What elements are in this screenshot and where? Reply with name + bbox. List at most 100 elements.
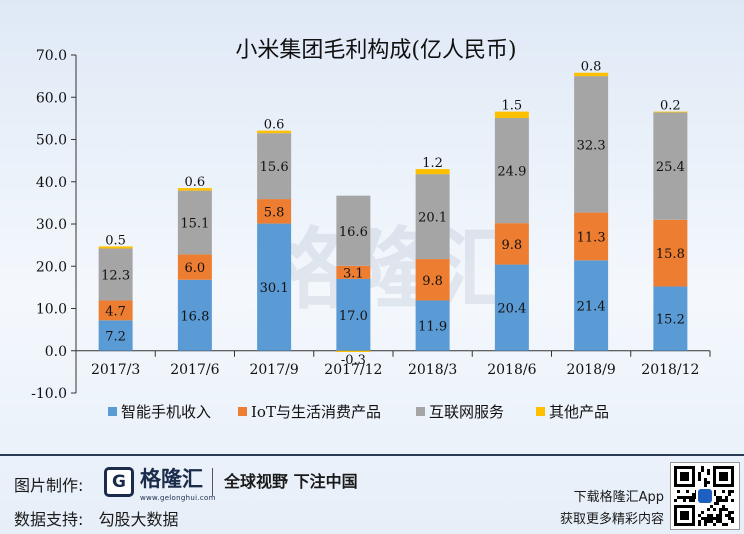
y-tick-label: 60.0 [36, 90, 67, 106]
x-tick-label: 2017/6 [170, 362, 219, 378]
data-credit-label: 数据支持: [14, 510, 84, 529]
bar-segment [336, 350, 371, 353]
data-label: 25.4 [656, 160, 685, 175]
legend-label: IoT与生活消费产品 [251, 403, 381, 421]
data-label: 20.4 [497, 302, 526, 317]
bar-segment [653, 219, 688, 287]
data-label: 3.1 [343, 266, 364, 281]
data-label: 11.9 [418, 320, 447, 335]
y-tick-label: 20.0 [36, 259, 67, 275]
data-label: 15.1 [180, 217, 209, 232]
data-label: 24.9 [497, 165, 526, 180]
legend-label: 其他产品 [549, 403, 609, 421]
data-label: 7.2 [105, 330, 126, 345]
data-label: -0.3 [341, 353, 366, 368]
bar-segment [98, 320, 133, 351]
logo-name: 格隆汇 [140, 466, 203, 491]
bar-segment [257, 133, 292, 200]
data-label: 15.6 [260, 160, 289, 175]
bar-segment [653, 286, 688, 351]
legend-swatch [108, 407, 117, 416]
bar-segment [574, 72, 609, 77]
watermark-text: 格隆汇 [260, 218, 524, 321]
data-label: 9.8 [422, 274, 443, 289]
bar-segment [415, 259, 450, 301]
data-label: 15.8 [656, 247, 685, 262]
data-label: 0.8 [581, 60, 602, 75]
bar-segment [574, 260, 609, 351]
data-label: 30.1 [260, 281, 289, 296]
bar-segment [336, 265, 371, 279]
data-label: 9.8 [502, 238, 523, 253]
footer-divider [0, 454, 744, 456]
y-tick-label: 50.0 [36, 133, 67, 149]
y-tick-label: 30.0 [36, 217, 67, 233]
logo-url: www.gelonghui.com [140, 493, 216, 502]
footer-separator [212, 468, 213, 496]
x-tick-label: 2017/3 [91, 362, 140, 378]
data-label: 6.0 [185, 261, 206, 276]
stacked-bar-chart: 格隆汇 -10.0 0.0 10.0 20.0 30.0 40.0 50.0 60.0 70.0… [31, 38, 711, 421]
logo-mark-icon: G [104, 467, 134, 497]
data-label: 16.8 [180, 309, 209, 324]
y-tick-label: 0.0 [45, 344, 67, 360]
bar-segment [177, 188, 212, 191]
gelonghui-logo: G 格隆汇 www.gelonghui.com [104, 464, 216, 502]
bar-segment [177, 190, 212, 255]
x-tick-label: 2017/9 [249, 362, 298, 378]
data-label: 1.5 [502, 99, 523, 114]
data-label: 15.2 [656, 313, 685, 328]
legend-swatch [536, 407, 545, 416]
bar-segment [415, 174, 450, 260]
data-label: 16.6 [339, 225, 368, 240]
bar-segment [415, 169, 450, 175]
bar-segment [257, 199, 292, 224]
image-credit: 图片制作: [14, 472, 93, 496]
bar-segment [494, 223, 529, 265]
footer: 图片制作: G 格隆汇 www.gelonghui.com 全球视野 下注中国 … [0, 456, 744, 534]
y-tick-label: -10.0 [31, 386, 67, 402]
bar-segment [494, 117, 529, 224]
bar-segment [98, 246, 133, 249]
bar-segment [494, 111, 529, 118]
data-credit-value: 勾股大数据 [98, 510, 179, 529]
bar-segment [177, 254, 212, 280]
slogan: 全球视野 下注中国 [224, 472, 358, 491]
chart-title: 小米集团毛利构成(亿人民币) [235, 38, 516, 63]
bar-segment [336, 278, 371, 351]
x-tick-label: 2018/9 [566, 362, 615, 378]
bar-segment [336, 195, 371, 266]
data-label: 32.3 [577, 138, 606, 153]
data-label: 0.5 [105, 233, 126, 248]
bar-segment [177, 279, 212, 351]
data-label: 21.4 [577, 300, 606, 315]
bar-segment [98, 300, 133, 321]
bar-segment [257, 223, 292, 351]
bar-segment [574, 76, 609, 213]
bar-segment [415, 300, 450, 351]
app-promo-text: 获取更多精彩内容 [559, 512, 664, 527]
y-tick-label: 70.0 [36, 48, 67, 64]
bar-segment [257, 130, 292, 134]
legend-swatch [416, 407, 425, 416]
x-tick-label: 2018/3 [408, 362, 457, 378]
qr-code-icon[interactable] [670, 462, 740, 530]
legend-label: 智能手机收入 [121, 403, 211, 421]
image-credit-label: 图片制作: [14, 476, 84, 495]
bar-segment [98, 248, 133, 301]
data-label: 17.0 [339, 309, 368, 324]
legend-label: 互联网服务 [429, 403, 504, 421]
data-label: 0.6 [264, 118, 285, 133]
data-label: 1.2 [422, 156, 443, 171]
bar-segment [653, 112, 688, 220]
x-tick-label: 2018/6 [487, 362, 536, 378]
data-label: 0.6 [185, 175, 206, 190]
y-tick-label: 10.0 [36, 302, 67, 318]
y-tick-label: 40.0 [36, 175, 67, 191]
x-tick-label: 2018/12 [641, 362, 699, 378]
bar-segment [494, 264, 529, 351]
data-label: 20.1 [418, 211, 447, 226]
data-label: 4.7 [105, 304, 126, 319]
app-download-text: 下载格隆汇App [573, 490, 664, 505]
bar-segment [653, 111, 688, 113]
